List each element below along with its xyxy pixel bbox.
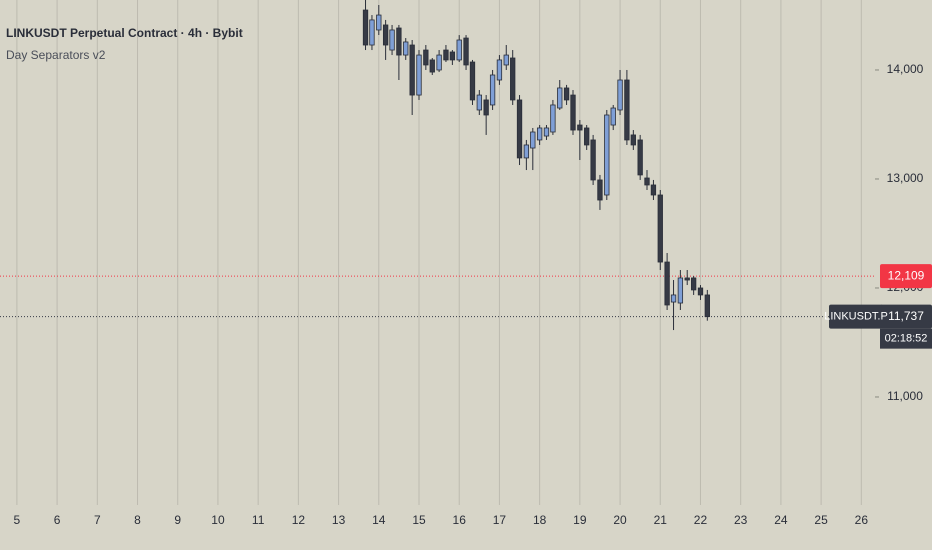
candle-body — [403, 41, 409, 56]
candle-body — [389, 29, 395, 51]
candle-body — [463, 37, 469, 66]
x-tick-label: 25 — [814, 513, 828, 527]
price-label: 11,737 — [888, 309, 924, 323]
candle-body — [503, 54, 509, 66]
candle-body — [577, 124, 583, 131]
candle-body — [429, 59, 435, 73]
candle-body — [637, 139, 643, 176]
countdown-label: 02:18:52 — [885, 333, 928, 345]
candle-body — [530, 131, 536, 149]
x-tick-label: 17 — [493, 513, 507, 527]
candle-body — [423, 49, 429, 66]
candle-body — [456, 39, 462, 61]
candle-body — [624, 79, 630, 141]
candle-body — [449, 51, 456, 61]
candle-body — [443, 49, 449, 61]
x-tick-label: 16 — [453, 513, 467, 527]
candle-body — [664, 261, 670, 306]
x-tick-label: 12 — [292, 513, 306, 527]
y-tick-label: 13,000 — [887, 171, 924, 185]
candle-body — [570, 94, 576, 131]
candle-body — [677, 277, 684, 304]
x-tick-label: 18 — [533, 513, 547, 527]
x-tick-label: 14 — [372, 513, 386, 527]
candle-body — [362, 9, 369, 46]
candle-body — [510, 57, 516, 101]
candle-body — [416, 54, 422, 96]
x-tick-label: 20 — [613, 513, 627, 527]
x-tick-label: 13 — [332, 513, 346, 527]
chart-title: LINKUSDT Perpetual Contract · 4h · Bybit — [6, 26, 243, 40]
x-tick-label: 7 — [94, 513, 101, 527]
candle-body — [476, 94, 482, 111]
candle-body — [543, 127, 550, 137]
candle-body — [536, 127, 543, 141]
candle-body — [657, 194, 663, 263]
x-tick-label: 15 — [412, 513, 426, 527]
candle-layer — [362, 0, 710, 331]
candle-body — [697, 287, 704, 296]
candle-body — [523, 144, 530, 159]
grid-layer — [0, 0, 879, 505]
candle-body — [557, 87, 563, 109]
candle-body — [590, 139, 596, 181]
countdown-box — [880, 328, 932, 349]
x-tick-label: 22 — [694, 513, 708, 527]
x-tick-label: 8 — [134, 513, 141, 527]
x-tick-label: 21 — [654, 513, 668, 527]
x-tick-label: 9 — [174, 513, 181, 527]
x-tick-label: 24 — [774, 513, 788, 527]
label-layer: 5 6 7 8 9 10 11 12 13 14 15 16 17 18 19 20 21 22 23 24 25 26 1… — [14, 62, 932, 527]
candle-body — [704, 294, 710, 318]
candle-body — [690, 277, 697, 291]
chart-subtitle: Day Separators v2 — [6, 48, 106, 62]
candle-body — [516, 99, 523, 159]
candle-body — [604, 114, 610, 196]
candle-body — [496, 59, 503, 81]
candle-body — [369, 19, 375, 46]
candle-body — [650, 184, 657, 196]
y-tick-label: 14,000 — [887, 62, 924, 76]
candle-body — [584, 127, 590, 146]
candle-body — [670, 294, 677, 303]
candle-body — [409, 44, 415, 96]
candle-body — [644, 177, 650, 186]
candle-body — [489, 74, 496, 106]
candle-body — [610, 107, 616, 126]
x-tick-label: 6 — [54, 513, 61, 527]
candle-body — [376, 14, 382, 31]
price-label: 12,109 — [888, 268, 925, 282]
x-tick-label: 10 — [211, 513, 225, 527]
candle-body — [396, 27, 402, 56]
x-tick-label: 26 — [855, 513, 869, 527]
x-tick-label: 19 — [573, 513, 587, 527]
candle-body — [563, 87, 570, 101]
symbol-label: LINKUSDT.P — [824, 311, 888, 323]
x-tick-label: 5 — [14, 513, 21, 527]
candle-body — [617, 79, 623, 111]
price-label-box — [880, 304, 932, 329]
candle-body — [630, 134, 636, 146]
x-tick-label: 23 — [734, 513, 748, 527]
candle-body — [436, 54, 442, 71]
symbol-box — [829, 304, 883, 329]
candle-body — [483, 99, 489, 116]
candle-body — [469, 61, 476, 101]
price-label-box — [880, 264, 932, 289]
candle-body — [382, 24, 389, 46]
y-tick-label: 11,000 — [887, 389, 923, 403]
x-tick-label: 11 — [252, 513, 265, 527]
candle-body — [550, 104, 556, 133]
candle-body — [684, 277, 690, 281]
candle-body — [597, 179, 603, 201]
